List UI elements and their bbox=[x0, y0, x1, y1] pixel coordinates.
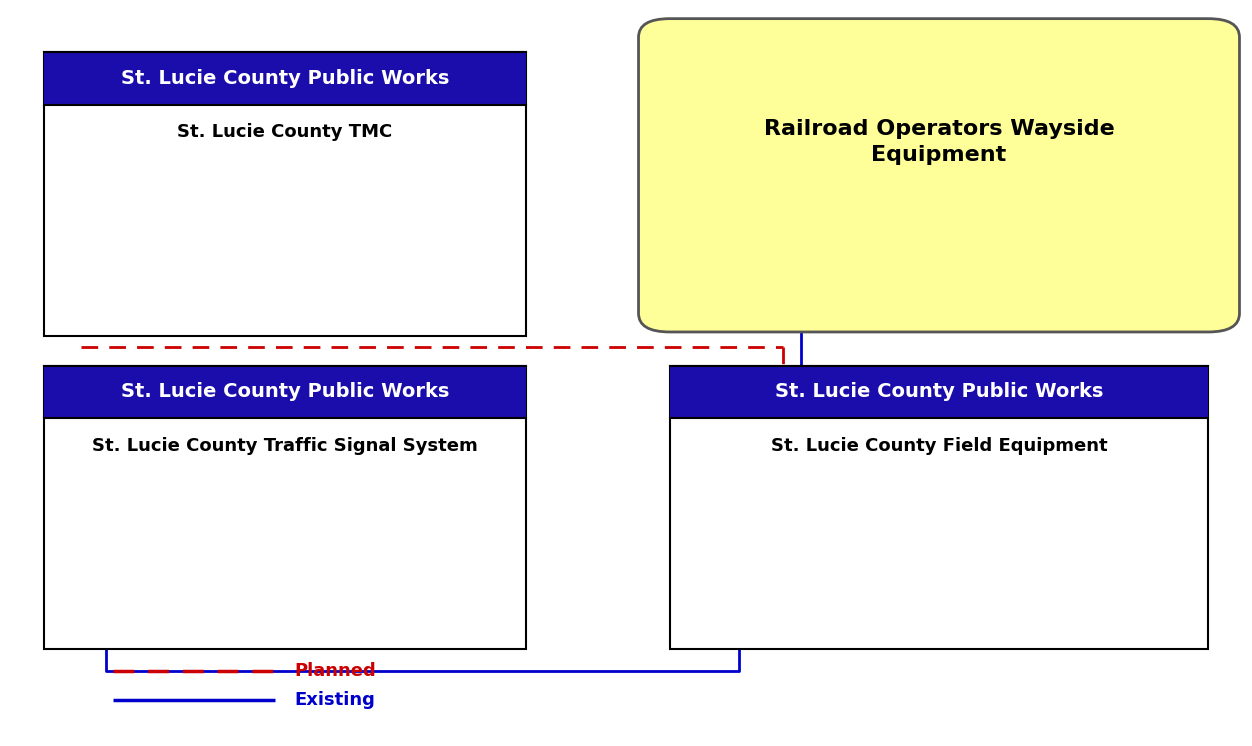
Text: St. Lucie County TMC: St. Lucie County TMC bbox=[178, 123, 392, 141]
FancyBboxPatch shape bbox=[639, 19, 1239, 332]
Bar bbox=[44, 52, 526, 104]
Bar bbox=[670, 366, 1208, 649]
Text: St. Lucie County Traffic Signal System: St. Lucie County Traffic Signal System bbox=[91, 436, 478, 454]
Text: St. Lucie County Public Works: St. Lucie County Public Works bbox=[775, 382, 1103, 401]
Bar bbox=[670, 366, 1208, 418]
Bar bbox=[44, 52, 526, 336]
Text: St. Lucie County Public Works: St. Lucie County Public Works bbox=[120, 382, 449, 401]
Text: Railroad Operators Wayside
Equipment: Railroad Operators Wayside Equipment bbox=[764, 119, 1114, 166]
Text: Planned: Planned bbox=[294, 662, 376, 680]
Text: St. Lucie County Public Works: St. Lucie County Public Works bbox=[120, 69, 449, 88]
Text: St. Lucie County Field Equipment: St. Lucie County Field Equipment bbox=[771, 436, 1107, 454]
Bar bbox=[44, 366, 526, 649]
Text: Existing: Existing bbox=[294, 691, 376, 709]
Bar bbox=[44, 366, 526, 418]
